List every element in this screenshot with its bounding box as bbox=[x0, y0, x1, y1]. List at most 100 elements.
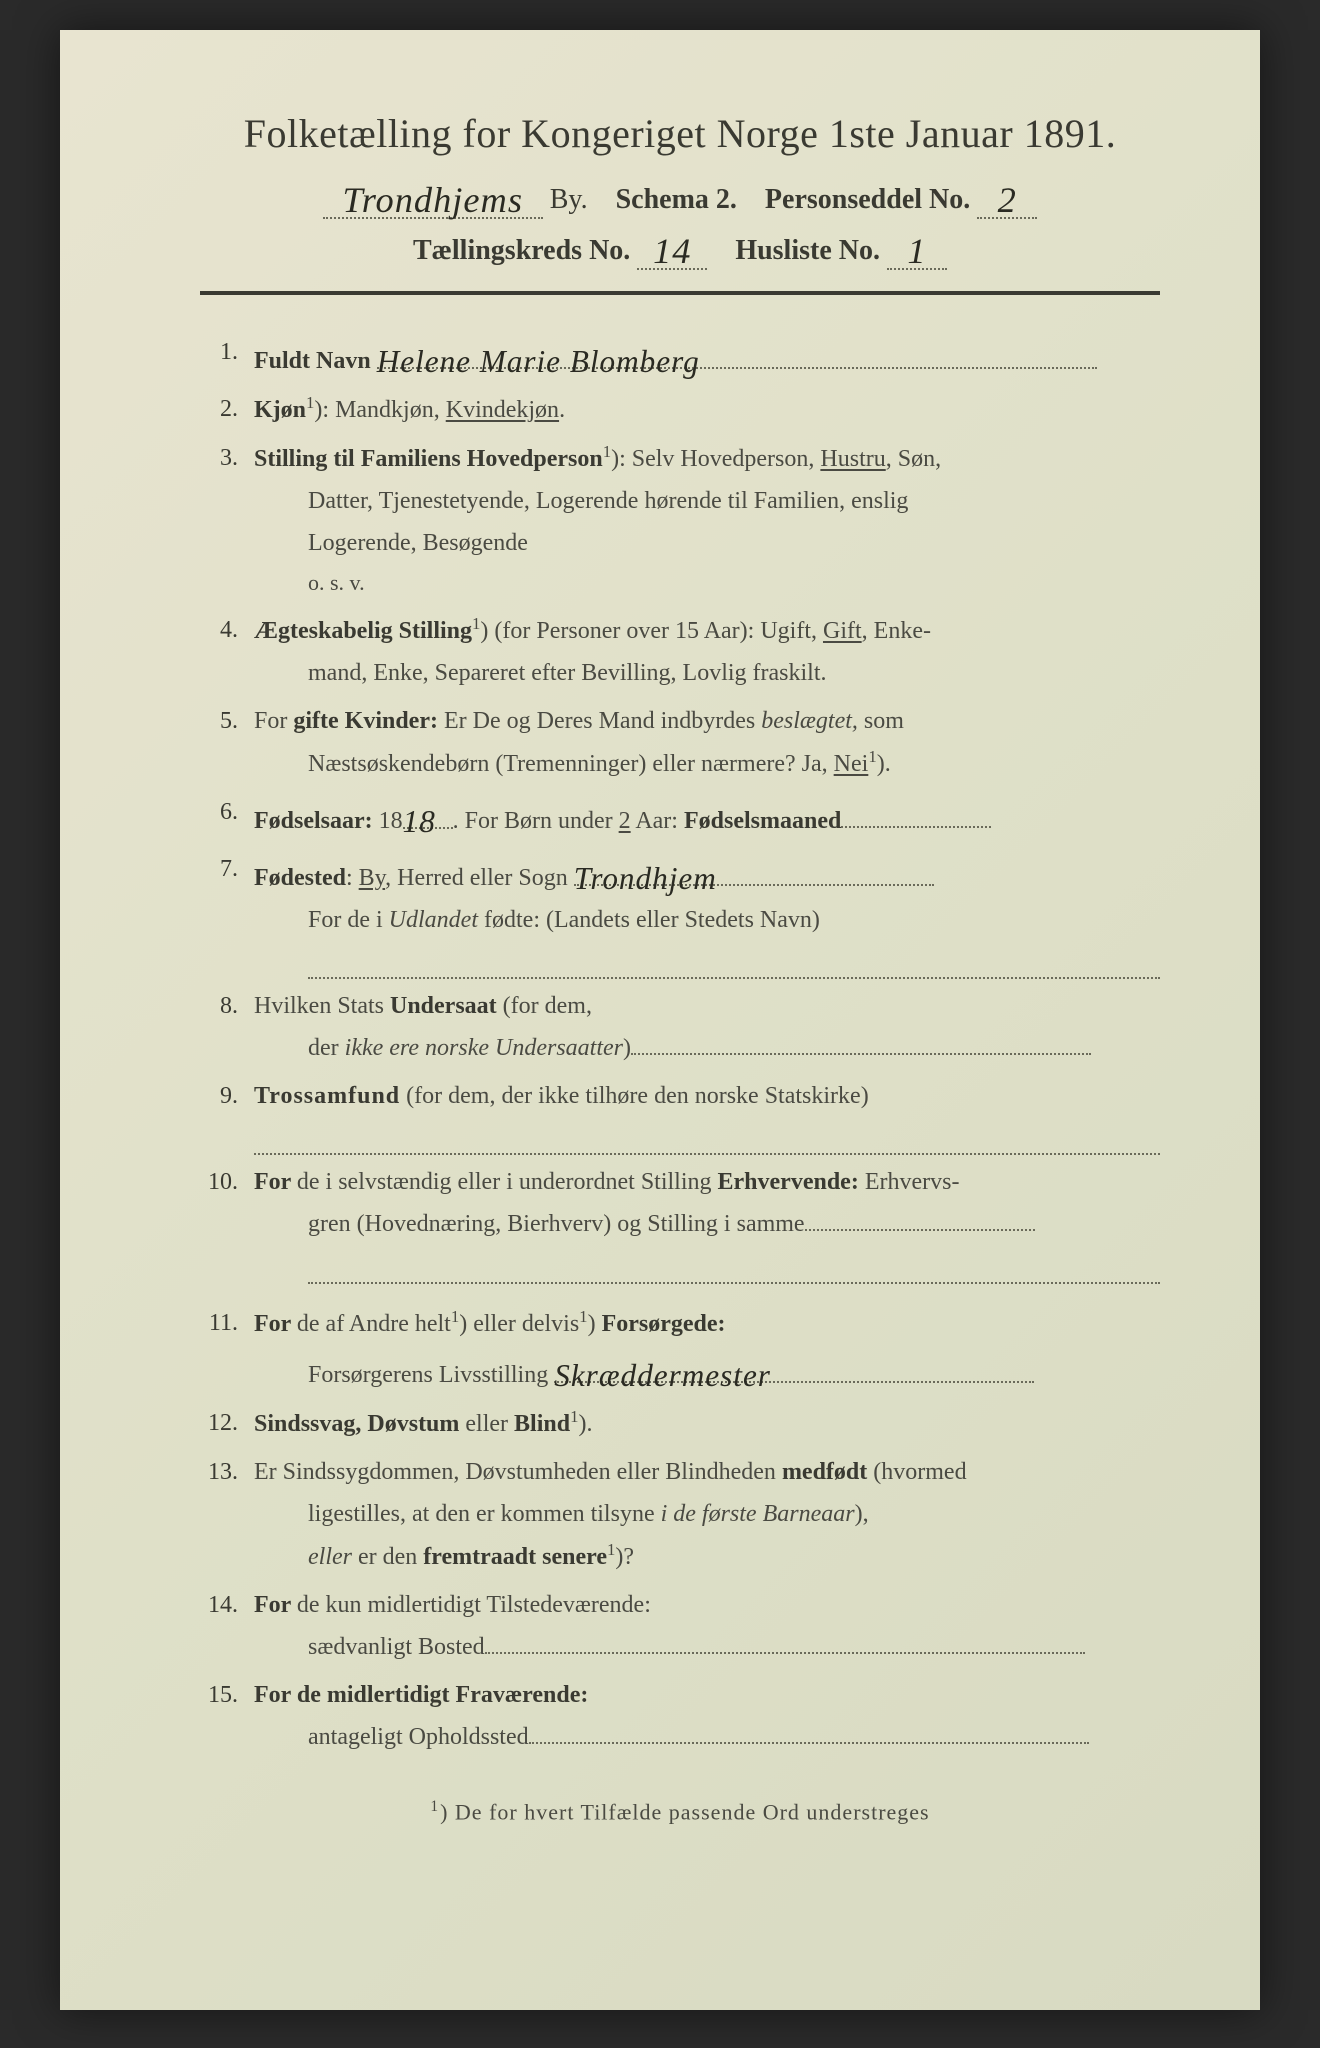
item-num: 4. bbox=[200, 609, 254, 694]
form-title: Folketælling for Kongeriget Norge 1ste J… bbox=[200, 110, 1160, 157]
footnote-text: ) De for hvert Tilfælde passende Ord und… bbox=[440, 1799, 930, 1824]
item-5: 5. For gifte Kvinder: Er De og Deres Man… bbox=[200, 700, 1160, 785]
text: ): Mandkjøn, bbox=[314, 397, 445, 423]
label: Fuldt Navn bbox=[254, 348, 371, 374]
text: ) eller delvis bbox=[459, 1311, 579, 1337]
line2: Forsørgerens Livsstilling Skræddermester bbox=[254, 1345, 1160, 1396]
text: . For Børn under bbox=[453, 808, 619, 834]
line2: For de i Udlandet fødte: (Landets eller … bbox=[254, 899, 1160, 941]
item-content: Hvilken Stats Undersaat (for dem, der ik… bbox=[254, 985, 1160, 1069]
personseddel-no: 2 bbox=[977, 179, 1037, 219]
text: som bbox=[858, 708, 904, 734]
line2: Datter, Tjenestetyende, Logerende hørend… bbox=[254, 480, 1160, 522]
u2: 2 bbox=[619, 808, 631, 834]
birthplace: Trondhjem bbox=[574, 852, 934, 886]
line2: Næstsøskendebørn (Tremenninger) eller næ… bbox=[254, 742, 1160, 785]
tail: )? bbox=[615, 1544, 634, 1570]
sup: 1 bbox=[579, 1307, 587, 1326]
text: Forsørgerens Livsstilling bbox=[308, 1362, 548, 1388]
text: de kun midlertidigt Tilstedeværende: bbox=[297, 1592, 651, 1618]
by: By bbox=[359, 865, 385, 891]
item-7: 7. Fødested: By, Herred eller Sogn Trond… bbox=[200, 848, 1160, 979]
item-num: 6. bbox=[200, 791, 254, 842]
line2: der ikke ere norske Undersaatter) bbox=[254, 1027, 1160, 1069]
item-num: 9. bbox=[200, 1075, 254, 1155]
item-2: 2. Kjøn1): Mandkjøn, Kvindekjøn. bbox=[200, 388, 1160, 431]
text: ), bbox=[855, 1501, 869, 1527]
ital: ikke ere norske Undersaatter bbox=[345, 1035, 623, 1061]
item-content: Fødested: By, Herred eller Sogn Trondhje… bbox=[254, 848, 1160, 979]
lead: For bbox=[254, 1682, 297, 1708]
fill bbox=[631, 1029, 1091, 1055]
ital: eller bbox=[308, 1544, 352, 1570]
form-body: 1. Fuldt Navn Helene Marie Blomberg 2. K… bbox=[200, 331, 1160, 1758]
item-content: Kjøn1): Mandkjøn, Kvindekjøn. bbox=[254, 388, 1160, 431]
item-6: 6. Fødselsaar: 1818. For Børn under 2 Aa… bbox=[200, 791, 1160, 842]
text: der bbox=[308, 1035, 345, 1061]
text: eller bbox=[459, 1411, 514, 1437]
item-12: 12. Sindssvag, Døvstum eller Blind1). bbox=[200, 1402, 1160, 1445]
sup: 1 bbox=[451, 1307, 459, 1326]
item-num: 15. bbox=[200, 1674, 254, 1758]
text: ) (for Personer over 15 Aar): Ugift, bbox=[480, 618, 823, 644]
item-content: Sindssvag, Døvstum eller Blind1). bbox=[254, 1402, 1160, 1445]
husliste-label: Husliste No. bbox=[735, 235, 880, 266]
text: : bbox=[346, 865, 359, 891]
ital: beslægtet, bbox=[761, 708, 858, 734]
item-content: For gifte Kvinder: Er De og Deres Mand i… bbox=[254, 700, 1160, 785]
ital: Udlandet bbox=[389, 907, 478, 933]
label: Sindssvag, Døvstum bbox=[254, 1411, 459, 1437]
item-9: 9. Trossamfund (for dem, der ikke tilhør… bbox=[200, 1075, 1160, 1155]
name-value: Helene Marie Blomberg bbox=[377, 335, 1097, 369]
blank-line bbox=[308, 1245, 1160, 1283]
item-content: Fødselsaar: 1818. For Børn under 2 Aar: … bbox=[254, 791, 1160, 842]
label: Ægteskabelig Stilling bbox=[254, 618, 472, 644]
label: gifte Kvinder: bbox=[293, 708, 438, 734]
line2: gren (Hovednæring, Bierhverv) og Stillin… bbox=[254, 1203, 1160, 1245]
text: ligestilles, at den er kommen tilsyne bbox=[308, 1501, 661, 1527]
label2: Fødselsmaaned bbox=[684, 808, 841, 834]
selected: Hustru bbox=[820, 446, 885, 472]
bold2: Blind bbox=[514, 1411, 570, 1437]
text: Erhvervs- bbox=[859, 1169, 960, 1195]
item-num: 14. bbox=[200, 1584, 254, 1668]
bold: Forsørgede: bbox=[602, 1311, 726, 1337]
sup: 1 bbox=[603, 442, 611, 461]
text: (for dem, der ikke tilhøre den norske St… bbox=[400, 1083, 869, 1109]
header-line-2: Trondhjems By. Schema 2. Personseddel No… bbox=[200, 175, 1160, 216]
label: Fødselsaar: bbox=[254, 808, 373, 834]
item-content: Er Sindssygdommen, Døvstumheden eller Bl… bbox=[254, 1451, 1160, 1578]
husliste-no: 1 bbox=[887, 230, 947, 270]
blank-line bbox=[308, 941, 1160, 979]
item-num: 13. bbox=[200, 1451, 254, 1578]
provider-value: Skræddermester bbox=[554, 1349, 1034, 1383]
label: Fødested bbox=[254, 865, 346, 891]
lead: For bbox=[254, 1169, 297, 1195]
item-13: 13. Er Sindssygdommen, Døvstumheden elle… bbox=[200, 1451, 1160, 1578]
item-content: For de af Andre helt1) eller delvis1) Fo… bbox=[254, 1302, 1160, 1396]
item-1: 1. Fuldt Navn Helene Marie Blomberg bbox=[200, 331, 1160, 382]
by-label: By. bbox=[550, 184, 588, 215]
text: ) bbox=[588, 1311, 602, 1337]
text: de i selvstændig eller i underordnet Sti… bbox=[297, 1169, 718, 1195]
lead: For bbox=[254, 1592, 297, 1618]
text: de midlertidigt Fraværende: bbox=[297, 1682, 589, 1708]
lead: For bbox=[254, 708, 293, 734]
month-fill bbox=[841, 801, 991, 827]
text: ) bbox=[623, 1035, 631, 1061]
line2: ligestilles, at den er kommen tilsyne i … bbox=[254, 1493, 1160, 1535]
line2: sædvanligt Bosted bbox=[254, 1626, 1160, 1668]
footnote: 1) De for hvert Tilfælde passende Ord un… bbox=[200, 1798, 1160, 1825]
lead: For bbox=[254, 1311, 297, 1337]
text: Er De og Deres Mand indbyrdes bbox=[438, 708, 761, 734]
line4: o. s. v. bbox=[254, 564, 1160, 603]
bold: Erhvervende: bbox=[718, 1169, 859, 1195]
text: Aar: bbox=[631, 808, 684, 834]
selected: Kvindekjøn bbox=[446, 397, 559, 423]
item-num: 10. bbox=[200, 1161, 254, 1283]
line2: antageligt Opholdssted bbox=[254, 1716, 1160, 1758]
item-num: 8. bbox=[200, 985, 254, 1069]
fill bbox=[485, 1627, 1085, 1653]
line3: eller er den fremtraadt senere1)? bbox=[254, 1535, 1160, 1578]
item-content: Fuldt Navn Helene Marie Blomberg bbox=[254, 331, 1160, 382]
